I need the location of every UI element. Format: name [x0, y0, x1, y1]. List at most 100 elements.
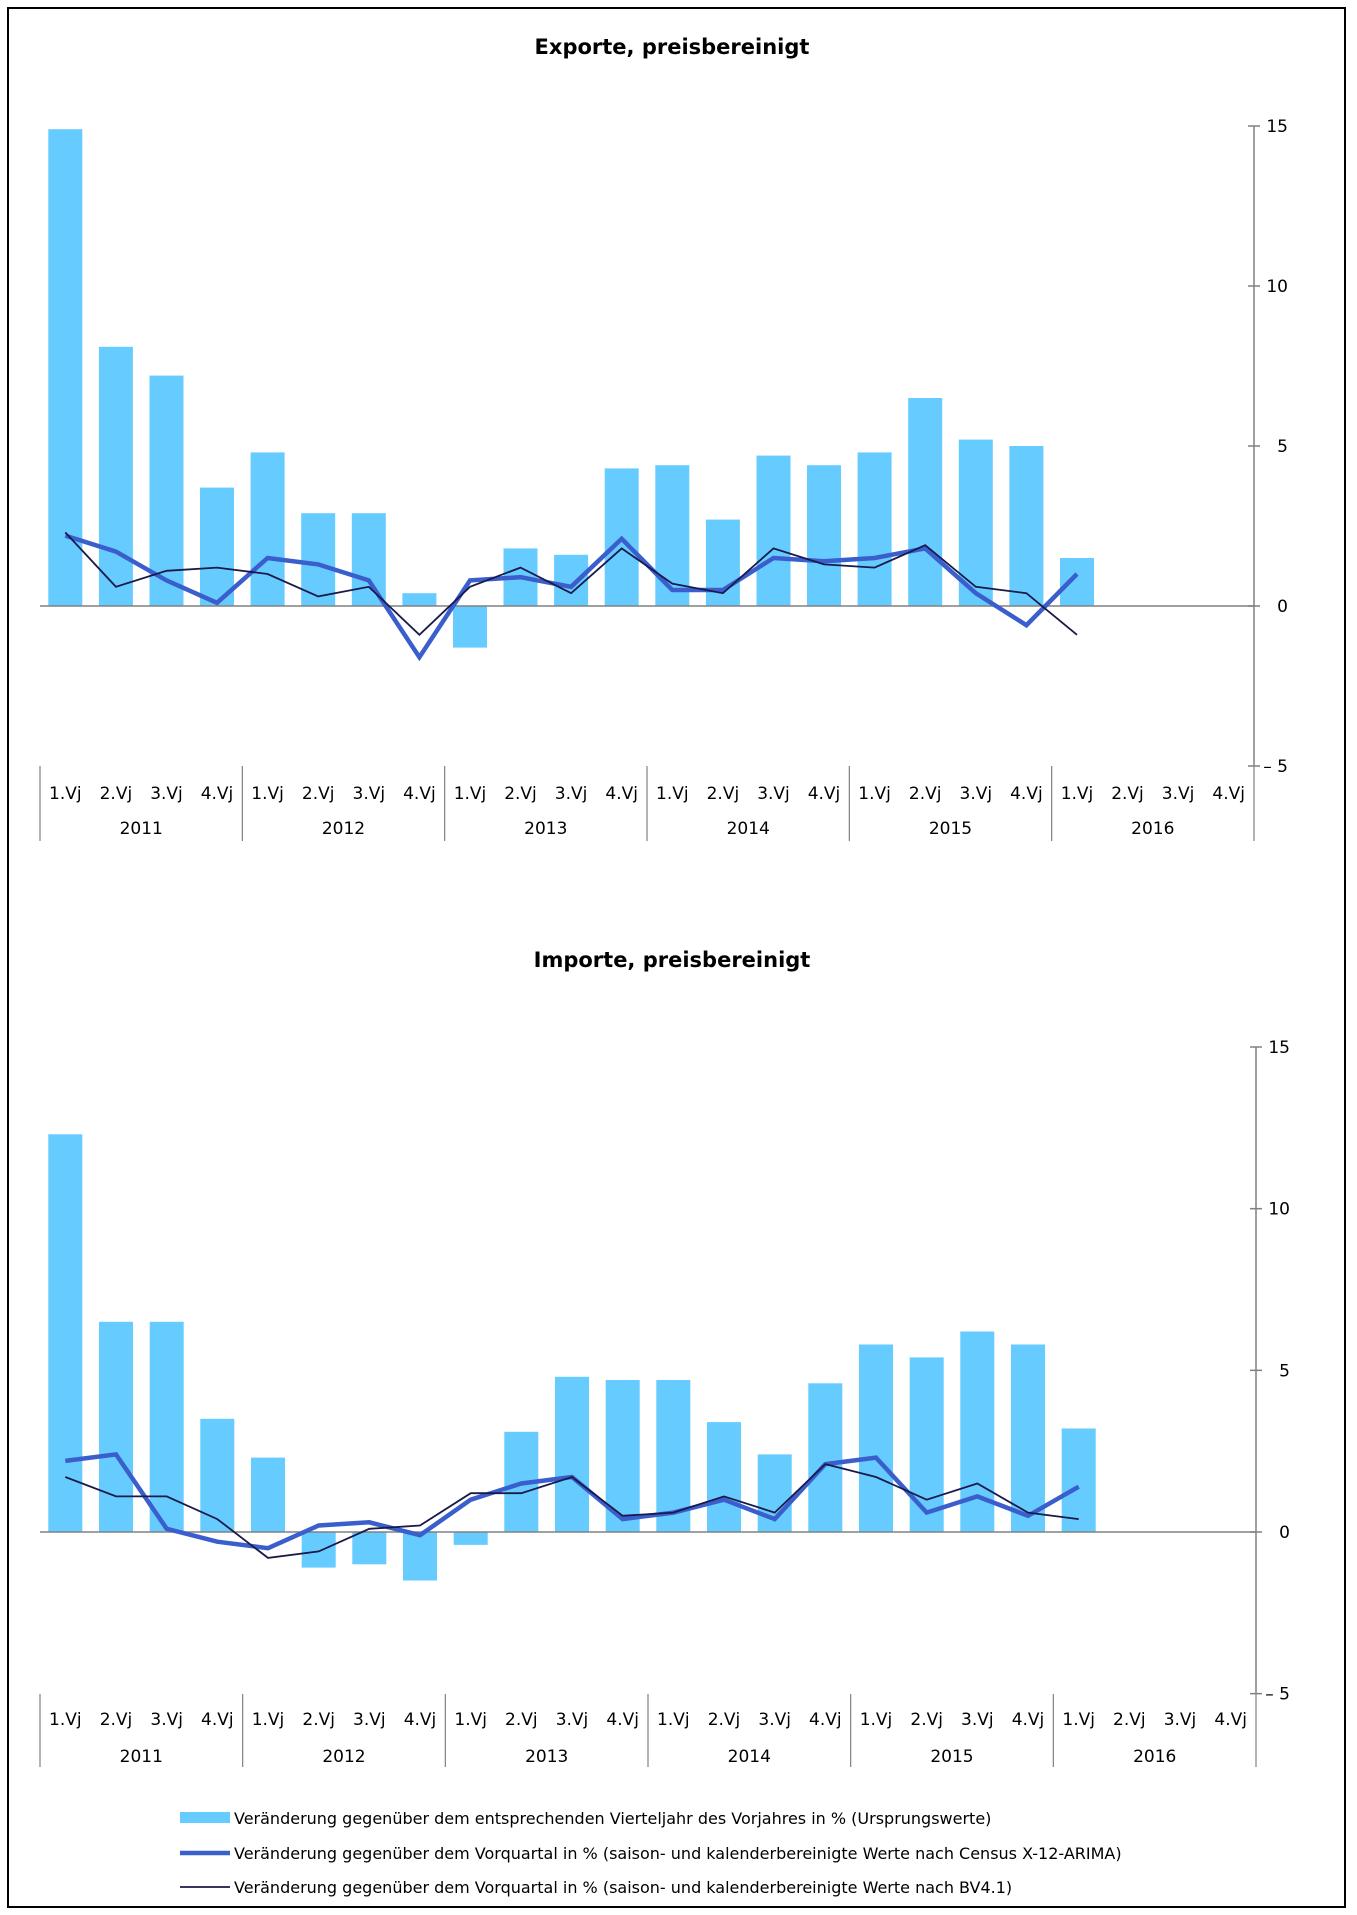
- imports-quarter-label: 3.Vj: [150, 1710, 183, 1730]
- exports-quarter-label: 4.Vj: [201, 784, 234, 804]
- imports-bar: [352, 1532, 387, 1565]
- exports-year-label: 2011: [120, 819, 163, 839]
- exports-quarter-label: 3.Vj: [150, 784, 183, 804]
- imports-quarter-label: 1.Vj: [860, 1710, 893, 1730]
- imports-bar: [656, 1380, 691, 1532]
- exports-quarter-label: 4.Vj: [1010, 784, 1043, 804]
- exports-quarter-label: 3.Vj: [353, 784, 386, 804]
- exports-quarter-label: 2.Vj: [100, 784, 133, 804]
- imports-y-tick-label: 0: [1279, 1523, 1290, 1543]
- exports-bar: [453, 606, 487, 648]
- exports-quarter-label: 1.Vj: [656, 784, 689, 804]
- exports-bar: [402, 593, 437, 606]
- imports-quarter-label: 4.Vj: [404, 1710, 437, 1730]
- legend-label-bars: Veränderung gegenüber dem entsprechenden…: [234, 1809, 991, 1828]
- imports-year-label: 2011: [120, 1747, 163, 1767]
- imports-year-label: 2014: [728, 1747, 771, 1767]
- exports-quarter-label: 4.Vj: [1212, 784, 1245, 804]
- exports-bv41-line: [64, 531, 1078, 637]
- imports-quarter-label: 2.Vj: [505, 1710, 538, 1730]
- imports-quarter-label: 3.Vj: [353, 1710, 386, 1730]
- exports-y-tick-label: 15: [1266, 117, 1288, 137]
- imports-bar: [808, 1383, 843, 1532]
- exports-bar: [1009, 446, 1044, 606]
- exports-bar: [857, 452, 892, 606]
- exports-quarter-label: 4.Vj: [605, 784, 638, 804]
- exports-quarter-label: 3.Vj: [555, 784, 588, 804]
- exports-quarter-label: 1.Vj: [454, 784, 487, 804]
- imports-bar: [1011, 1344, 1045, 1532]
- exports-quarter-label: 4.Vj: [808, 784, 841, 804]
- imports-y-tick-label: 10: [1268, 1200, 1290, 1220]
- exports-bar: [908, 398, 943, 606]
- imports-quarter-label: 1.Vj: [252, 1710, 285, 1730]
- imports-bar: [301, 1532, 336, 1568]
- imports-chart: Importe, preisbereinigt 15 10 5 0 – 5 1.Vj 2.V…: [39, 948, 1290, 1767]
- imports-bar: [251, 1457, 285, 1532]
- imports-year-label: 2015: [930, 1747, 973, 1767]
- imports-bar: [149, 1321, 184, 1532]
- exports-bar: [655, 465, 690, 606]
- exports-quarter-label: 1.Vj: [251, 784, 284, 804]
- imports-quarter-label: 4.Vj: [606, 1710, 639, 1730]
- exports-bar: [1060, 558, 1094, 606]
- exports-quarter-label: 3.Vj: [1162, 784, 1195, 804]
- imports-y-tick-label: 5: [1279, 1361, 1290, 1381]
- imports-year-label: 2016: [1133, 1747, 1176, 1767]
- exports-bar: [807, 465, 841, 606]
- imports-chart-title: Importe, preisbereinigt: [534, 948, 811, 972]
- exports-y-tick-label: – 5: [1263, 757, 1288, 777]
- figure-frame: [7, 7, 1346, 1908]
- legend-swatch-bars: [180, 1812, 230, 1823]
- exports-bar: [351, 513, 386, 606]
- legend-label-thin-line: Veränderung gegenüber dem Vorquartal in …: [234, 1878, 1012, 1897]
- exports-quarter-label: 1.Vj: [1061, 784, 1094, 804]
- exports-chart-title: Exporte, preisbereinigt: [535, 35, 810, 59]
- exports-quarter-label: 4.Vj: [403, 784, 436, 804]
- exports-y-tick-label: 0: [1277, 597, 1288, 617]
- imports-quarter-label: 4.Vj: [201, 1710, 234, 1730]
- imports-quarter-label: 2.Vj: [302, 1710, 335, 1730]
- imports-bar: [707, 1422, 741, 1532]
- imports-bar: [1061, 1428, 1096, 1532]
- imports-quarter-label: 4.Vj: [1012, 1710, 1045, 1730]
- exports-quarter-label: 1.Vj: [858, 784, 891, 804]
- exports-year-label: 2014: [727, 819, 770, 839]
- exports-bar: [200, 487, 234, 606]
- exports-bar: [98, 346, 133, 606]
- imports-quarter-label: 2.Vj: [1113, 1710, 1146, 1730]
- exports-bar: [756, 455, 791, 606]
- imports-quarter-label: 1.Vj: [49, 1710, 82, 1730]
- exports-year-label: 2013: [524, 819, 567, 839]
- imports-quarter-label: 2.Vj: [910, 1710, 943, 1730]
- exports-quarter-label: 3.Vj: [960, 784, 993, 804]
- exports-y-tick-label: 10: [1266, 277, 1288, 297]
- imports-year-label: 2012: [322, 1747, 365, 1767]
- imports-bv41-line: [64, 1463, 1079, 1559]
- exports-quarter-label: 2.Vj: [504, 784, 537, 804]
- imports-year-label: 2013: [525, 1747, 568, 1767]
- imports-bar: [200, 1418, 235, 1532]
- imports-bar: [909, 1357, 944, 1532]
- imports-quarter-label: 2.Vj: [100, 1710, 133, 1730]
- imports-quarter-label: 1.Vj: [454, 1710, 487, 1730]
- legend: Veränderung gegenüber dem entsprechenden…: [180, 1809, 1122, 1897]
- imports-bar: [48, 1134, 83, 1532]
- imports-quarter-label: 4.Vj: [1214, 1710, 1247, 1730]
- exports-bar: [554, 554, 589, 606]
- imports-quarter-label: 1.Vj: [1062, 1710, 1095, 1730]
- exports-year-label: 2012: [322, 819, 365, 839]
- imports-bar: [453, 1532, 488, 1545]
- imports-bar: [555, 1376, 589, 1532]
- imports-quarter-label: 3.Vj: [1164, 1710, 1197, 1730]
- exports-y-tick-label: 5: [1277, 437, 1288, 457]
- imports-quarter-label: 3.Vj: [961, 1710, 994, 1730]
- exports-quarter-label: 2.Vj: [1111, 784, 1144, 804]
- exports-quarter-label: 2.Vj: [302, 784, 335, 804]
- exports-quarter-label: 1.Vj: [49, 784, 82, 804]
- imports-bar: [99, 1321, 133, 1532]
- exports-bar: [48, 129, 83, 606]
- imports-quarter-label: 4.Vj: [809, 1710, 842, 1730]
- exports-bar: [250, 452, 285, 606]
